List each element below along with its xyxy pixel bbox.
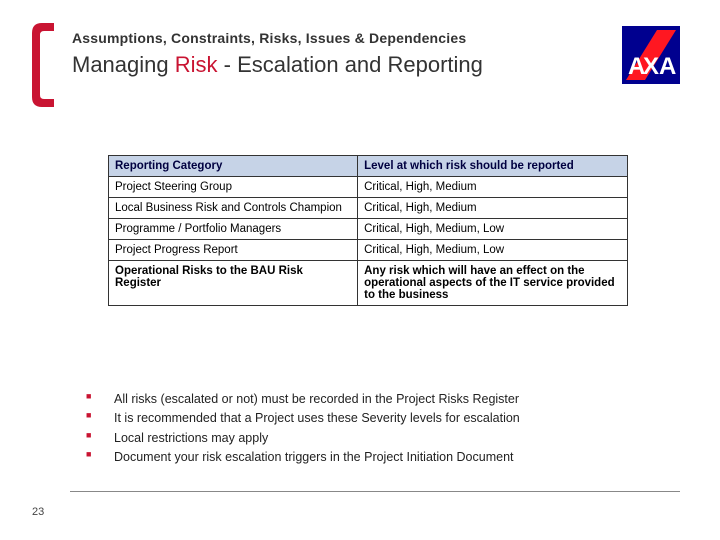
table-cell: Project Steering Group <box>109 177 358 198</box>
table-row: Operational Risks to the BAU Risk Regist… <box>109 261 628 306</box>
table-cell: Operational Risks to the BAU Risk Regist… <box>109 261 358 306</box>
footer-divider <box>70 491 680 492</box>
list-item: It is recommended that a Project uses th… <box>86 409 646 428</box>
table-row: Project Steering Group Critical, High, M… <box>109 177 628 198</box>
list-item: All risks (escalated or not) must be rec… <box>86 390 646 409</box>
title-pre: Managing <box>72 52 175 77</box>
table-cell: Local Business Risk and Controls Champio… <box>109 198 358 219</box>
table-cell: Critical, High, Medium <box>358 198 628 219</box>
title-accent: Risk <box>175 52 218 77</box>
table-row: Programme / Portfolio Managers Critical,… <box>109 219 628 240</box>
brand-bracket-icon <box>32 23 54 107</box>
bullet-list: All risks (escalated or not) must be rec… <box>86 390 646 468</box>
slide-title: Managing Risk - Escalation and Reporting <box>72 52 592 78</box>
page-number: 23 <box>32 506 44 518</box>
table-cell: Critical, High, Medium, Low <box>358 240 628 261</box>
table-header-level: Level at which risk should be reported <box>358 156 628 177</box>
table-row: Local Business Risk and Controls Champio… <box>109 198 628 219</box>
table-header-row: Reporting Category Level at which risk s… <box>109 156 628 177</box>
table-cell: Project Progress Report <box>109 240 358 261</box>
table-cell: Critical, High, Medium, Low <box>358 219 628 240</box>
slide-header: Assumptions, Constraints, Risks, Issues … <box>72 30 592 78</box>
svg-text:A: A <box>659 53 676 80</box>
table-cell: Programme / Portfolio Managers <box>109 219 358 240</box>
axa-logo: A X A <box>622 26 680 84</box>
slide-subtitle: Assumptions, Constraints, Risks, Issues … <box>72 30 592 46</box>
svg-text:X: X <box>643 53 659 80</box>
list-item: Document your risk escalation triggers i… <box>86 448 646 467</box>
table-cell: Any risk which will have an effect on th… <box>358 261 628 306</box>
list-item: Local restrictions may apply <box>86 429 646 448</box>
table-cell: Critical, High, Medium <box>358 177 628 198</box>
table-header-category: Reporting Category <box>109 156 358 177</box>
table-row: Project Progress Report Critical, High, … <box>109 240 628 261</box>
title-post: - Escalation and Reporting <box>218 52 483 77</box>
reporting-table: Reporting Category Level at which risk s… <box>108 155 628 306</box>
